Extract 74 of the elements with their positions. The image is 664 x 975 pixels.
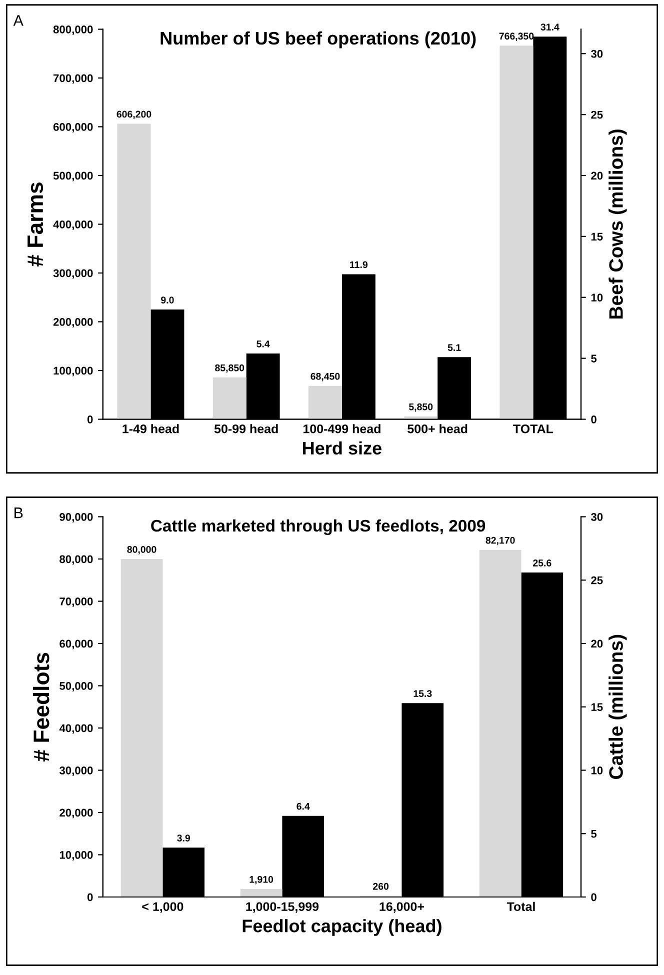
data-label: 5.4 [256, 340, 270, 348]
y-tick-label: 500,000 [53, 172, 93, 182]
chart-title: Number of US beef operations (2010) [160, 31, 476, 48]
y2-tick-label: 30 [590, 50, 603, 58]
y-tick-label: 100,000 [54, 366, 93, 376]
y2-tick-label: 20 [591, 172, 603, 180]
y2-tick-label: 20 [591, 640, 603, 648]
x-tick-label: 16,000+ [380, 902, 424, 913]
y-axis-title: # Farms [28, 182, 44, 266]
x-tick-label: 500+ head [408, 424, 468, 434]
data-label: 15.3 [414, 690, 432, 697]
data-label: 3.9 [177, 834, 190, 842]
y-tick-label: 30,000 [59, 766, 93, 776]
text: B [14, 508, 23, 518]
bar [240, 888, 282, 897]
y-axis-title: # Feedlots [32, 652, 50, 762]
data-label: 1,910 [250, 876, 274, 884]
y-tick-label: 70,000 [60, 598, 93, 607]
bar [120, 559, 163, 897]
y-tick-label: 200,000 [53, 318, 93, 328]
y-tick-label: 400,000 [53, 220, 93, 230]
x-tick-label: < 1,000 [142, 902, 184, 913]
bar [308, 386, 342, 420]
y-tick-label: 20,000 [60, 808, 93, 818]
y-tick-label: 0 [87, 416, 93, 424]
y-tick-label: 50,000 [60, 682, 93, 692]
data-label: 5,850 [408, 403, 433, 412]
y2-axis-title: Beef Cows (millions) [608, 130, 627, 319]
data-label: 606,200 [116, 110, 152, 120]
y2-tick-label: 0 [591, 416, 596, 424]
data-label: 260 [373, 882, 389, 890]
y2-tick-label: 30 [590, 513, 603, 521]
y2-tick-label: 10 [591, 766, 603, 774]
y-tick-label: 40,000 [59, 724, 93, 734]
y-tick-label: 300,000 [53, 269, 93, 279]
y-tick-label: 800,000 [53, 26, 93, 35]
y2-tick-label: 15 [591, 703, 603, 712]
data-label: 9.0 [161, 296, 174, 304]
x-tick-label: 100-499 head [303, 424, 380, 434]
data-label: 6.4 [296, 802, 310, 810]
data-label: 82,170 [486, 536, 515, 546]
x-axis-title: Feedlot capacity (head) [242, 919, 442, 936]
y-tick-label: 10,000 [60, 851, 93, 860]
y-tick-label: 60,000 [60, 640, 93, 650]
x-tick-label: 50-99 head [214, 424, 278, 434]
data-label: 11.9 [350, 261, 368, 268]
data-label: 85,850 [215, 364, 244, 373]
data-label: 25.6 [533, 560, 552, 566]
x-axis-title: Herd size [303, 441, 382, 455]
y2-tick-label: 5 [591, 354, 597, 362]
y2-tick-label: 5 [591, 830, 597, 838]
x-tick-label: 1-49 head [122, 424, 179, 434]
y2-tick-label: 25 [591, 110, 603, 119]
y-tick-label: 600,000 [53, 123, 93, 132]
x-tick-label: TOTAL [513, 424, 554, 434]
y-tick-label: 80,000 [60, 555, 93, 565]
data-label: 80,000 [127, 546, 156, 554]
bar [117, 124, 151, 420]
y2-tick-label: 10 [591, 294, 603, 302]
chart-title: Cattle marketed through US feedlots, 2009 [151, 519, 486, 536]
text: A [13, 15, 24, 26]
y2-axis-title: Cattle (millions) [608, 634, 627, 779]
data-label: 68,450 [310, 372, 340, 382]
data-label: 5.1 [448, 344, 461, 352]
y2-tick-label: 0 [591, 893, 596, 902]
data-label: 766,350 [499, 32, 534, 41]
y-tick-label: 90,000 [60, 513, 93, 522]
y-tick-label: 0 [87, 893, 93, 902]
x-tick-label: Total [506, 902, 535, 912]
y2-tick-label: 15 [591, 232, 603, 241]
x-tick-label: 1,000-15,999 [246, 902, 319, 913]
y-tick-label: 700,000 [54, 74, 93, 84]
y2-tick-label: 25 [591, 576, 603, 584]
data-label: 31.4 [540, 24, 560, 30]
